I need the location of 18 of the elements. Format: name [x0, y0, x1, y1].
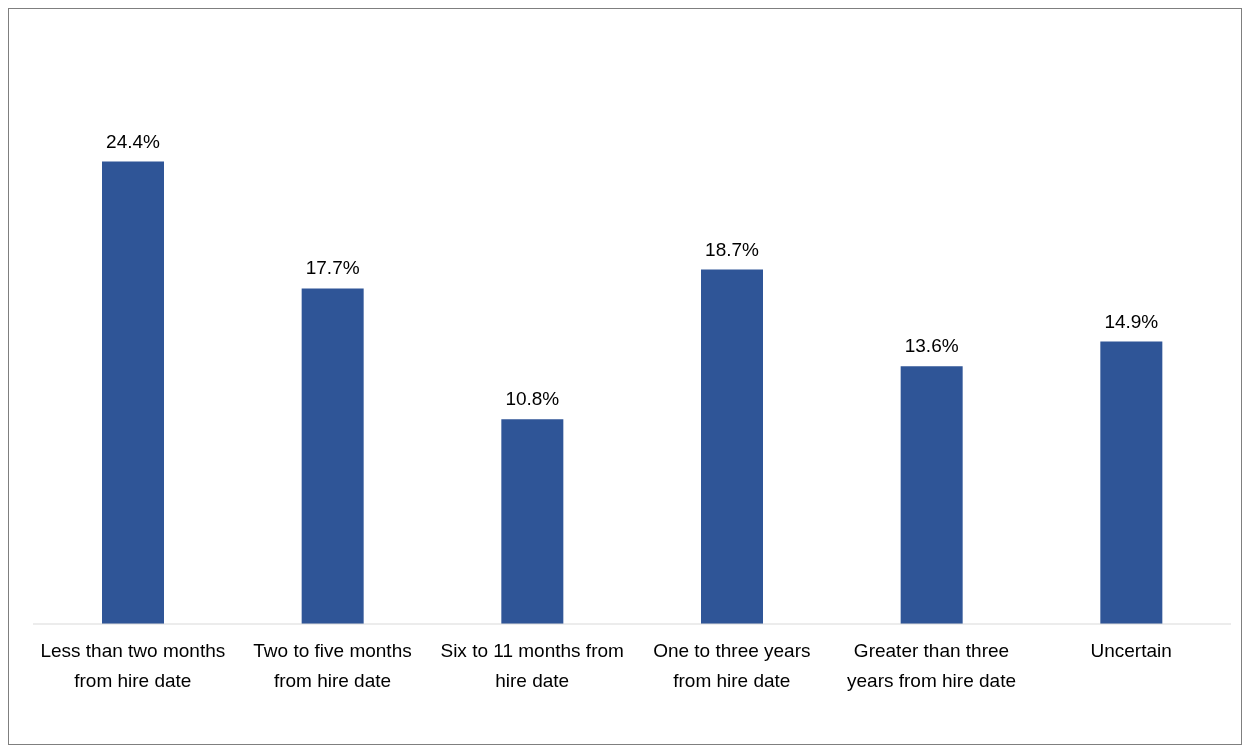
x-tick-label: Less than two months from hire date — [40, 640, 226, 692]
x-tick-label: Six to 11 months from hire date — [440, 640, 624, 692]
bar — [102, 161, 164, 624]
bar — [701, 269, 763, 624]
x-tick-label: One to three years from hire date — [653, 640, 811, 692]
x-tick-label: Two to five months from hire date — [253, 640, 412, 692]
data-label: 14.9% — [1104, 310, 1159, 332]
data-label: 10.8% — [505, 388, 560, 410]
x-tick-label: Uncertain — [1090, 640, 1172, 662]
bar — [1100, 341, 1163, 624]
data-label: 13.6% — [904, 335, 959, 357]
data-label: 18.7% — [705, 238, 760, 260]
bar — [900, 366, 963, 624]
data-label: 17.7% — [305, 257, 360, 279]
data-label: 24.4% — [106, 130, 161, 152]
x-tick-label: Greater than three years from hire date — [847, 640, 1016, 692]
bar — [301, 288, 364, 624]
bar — [501, 419, 564, 624]
